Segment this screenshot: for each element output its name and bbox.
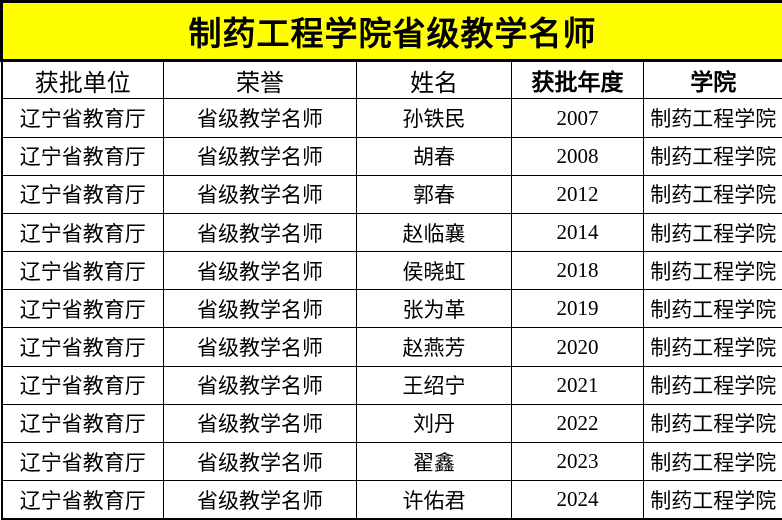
table-cell: 辽宁省教育厅 bbox=[1, 289, 164, 329]
table-row: 辽宁省教育厅 省级教学名师 刘丹 2022 制药工程学院 bbox=[1, 403, 782, 444]
table-cell: 省级教学名师 bbox=[163, 251, 357, 291]
table-cell: 王绍宁 bbox=[356, 365, 512, 405]
table-cell: 省级教学名师 bbox=[163, 289, 357, 329]
table-cell: 辽宁省教育厅 bbox=[1, 98, 164, 138]
table-cell: 赵燕芳 bbox=[356, 327, 512, 367]
table-cell: 2018 bbox=[511, 251, 644, 291]
table-cell: 制药工程学院 bbox=[642, 289, 782, 329]
table-cell: 2020 bbox=[511, 327, 644, 367]
table-cell: 刘丹 bbox=[356, 403, 512, 444]
table-cell: 胡春 bbox=[356, 136, 512, 176]
table-cell: 省级教学名师 bbox=[163, 174, 357, 214]
table-cell: 省级教学名师 bbox=[163, 327, 357, 367]
table-cell: 制药工程学院 bbox=[642, 365, 782, 405]
table-row: 辽宁省教育厅 省级教学名师 张为革 2019 制药工程学院 bbox=[1, 289, 782, 329]
table-cell: 制药工程学院 bbox=[642, 136, 782, 176]
title-row: 制药工程学院省级教学名师 bbox=[0, 0, 782, 63]
table-cell: 制药工程学院 bbox=[642, 174, 782, 214]
table-cell: 省级教学名师 bbox=[163, 98, 357, 138]
table-cell: 郭春 bbox=[356, 174, 512, 214]
table-row: 辽宁省教育厅 省级教学名师 郭春 2012 制药工程学院 bbox=[1, 174, 782, 214]
column-header-2: 荣誉 bbox=[163, 60, 357, 100]
table-cell: 辽宁省教育厅 bbox=[1, 403, 164, 444]
table-cell: 制药工程学院 bbox=[642, 98, 782, 138]
table-cell: 许佑君 bbox=[356, 480, 512, 520]
table-cell: 辽宁省教育厅 bbox=[1, 480, 164, 520]
table-cell: 制药工程学院 bbox=[642, 251, 782, 291]
table-cell: 2022 bbox=[511, 403, 644, 444]
table-cell: 辽宁省教育厅 bbox=[1, 327, 164, 367]
table-cell: 省级教学名师 bbox=[163, 403, 357, 444]
table-cell: 省级教学名师 bbox=[163, 136, 357, 176]
table-cell: 省级教学名师 bbox=[163, 480, 357, 520]
table-row: 辽宁省教育厅 省级教学名师 孙铁民 2007 制药工程学院 bbox=[1, 98, 782, 138]
column-header-5: 学院 bbox=[642, 60, 782, 100]
column-header-1: 获批单位 bbox=[1, 60, 164, 100]
table-cell: 省级教学名师 bbox=[163, 365, 357, 405]
table-cell: 2021 bbox=[511, 365, 644, 405]
table-row: 辽宁省教育厅 省级教学名师 侯晓虹 2018 制药工程学院 bbox=[1, 251, 782, 291]
column-header-3: 姓名 bbox=[356, 60, 512, 100]
table-cell: 制药工程学院 bbox=[642, 403, 782, 444]
table-cell: 赵临襄 bbox=[356, 212, 512, 253]
table-cell: 省级教学名师 bbox=[163, 441, 357, 482]
table-row: 辽宁省教育厅 省级教学名师 翟鑫 2023 制药工程学院 bbox=[1, 441, 782, 482]
table-cell: 制药工程学院 bbox=[642, 212, 782, 253]
table-cell: 张为革 bbox=[356, 289, 512, 329]
table-cell: 制药工程学院 bbox=[642, 441, 782, 482]
column-header-4: 获批年度 bbox=[511, 60, 644, 100]
table-cell: 辽宁省教育厅 bbox=[1, 174, 164, 214]
table-cell: 2019 bbox=[511, 289, 644, 329]
table-row: 辽宁省教育厅 省级教学名师 胡春 2008 制药工程学院 bbox=[1, 136, 782, 176]
table-cell: 制药工程学院 bbox=[642, 480, 782, 520]
table-row: 辽宁省教育厅 省级教学名师 王绍宁 2021 制药工程学院 bbox=[1, 365, 782, 405]
table-cell: 省级教学名师 bbox=[163, 212, 357, 253]
table-cell: 辽宁省教育厅 bbox=[1, 365, 164, 405]
table-cell: 翟鑫 bbox=[356, 441, 512, 482]
table-cell: 2007 bbox=[511, 98, 644, 138]
header-row: 获批单位 荣誉 姓名 获批年度 学院 bbox=[1, 60, 782, 100]
table-cell: 辽宁省教育厅 bbox=[1, 212, 164, 253]
table-row: 辽宁省教育厅 省级教学名师 赵燕芳 2020 制药工程学院 bbox=[1, 327, 782, 367]
table-cell: 辽宁省教育厅 bbox=[1, 441, 164, 482]
table-cell: 2024 bbox=[511, 480, 644, 520]
table-cell: 2023 bbox=[511, 441, 644, 482]
table-cell: 2008 bbox=[511, 136, 644, 176]
table-cell: 辽宁省教育厅 bbox=[1, 136, 164, 176]
table-cell: 2012 bbox=[511, 174, 644, 214]
table-cell: 侯晓虹 bbox=[356, 251, 512, 291]
table-row: 辽宁省教育厅 省级教学名师 许佑君 2024 制药工程学院 bbox=[1, 480, 782, 520]
page-title: 制药工程学院省级教学名师 bbox=[0, 0, 782, 63]
table-cell: 2014 bbox=[511, 212, 644, 253]
table-cell: 孙铁民 bbox=[356, 98, 512, 138]
table-cell: 辽宁省教育厅 bbox=[1, 251, 164, 291]
table-cell: 制药工程学院 bbox=[642, 327, 782, 367]
table-row: 辽宁省教育厅 省级教学名师 赵临襄 2014 制药工程学院 bbox=[1, 212, 782, 253]
